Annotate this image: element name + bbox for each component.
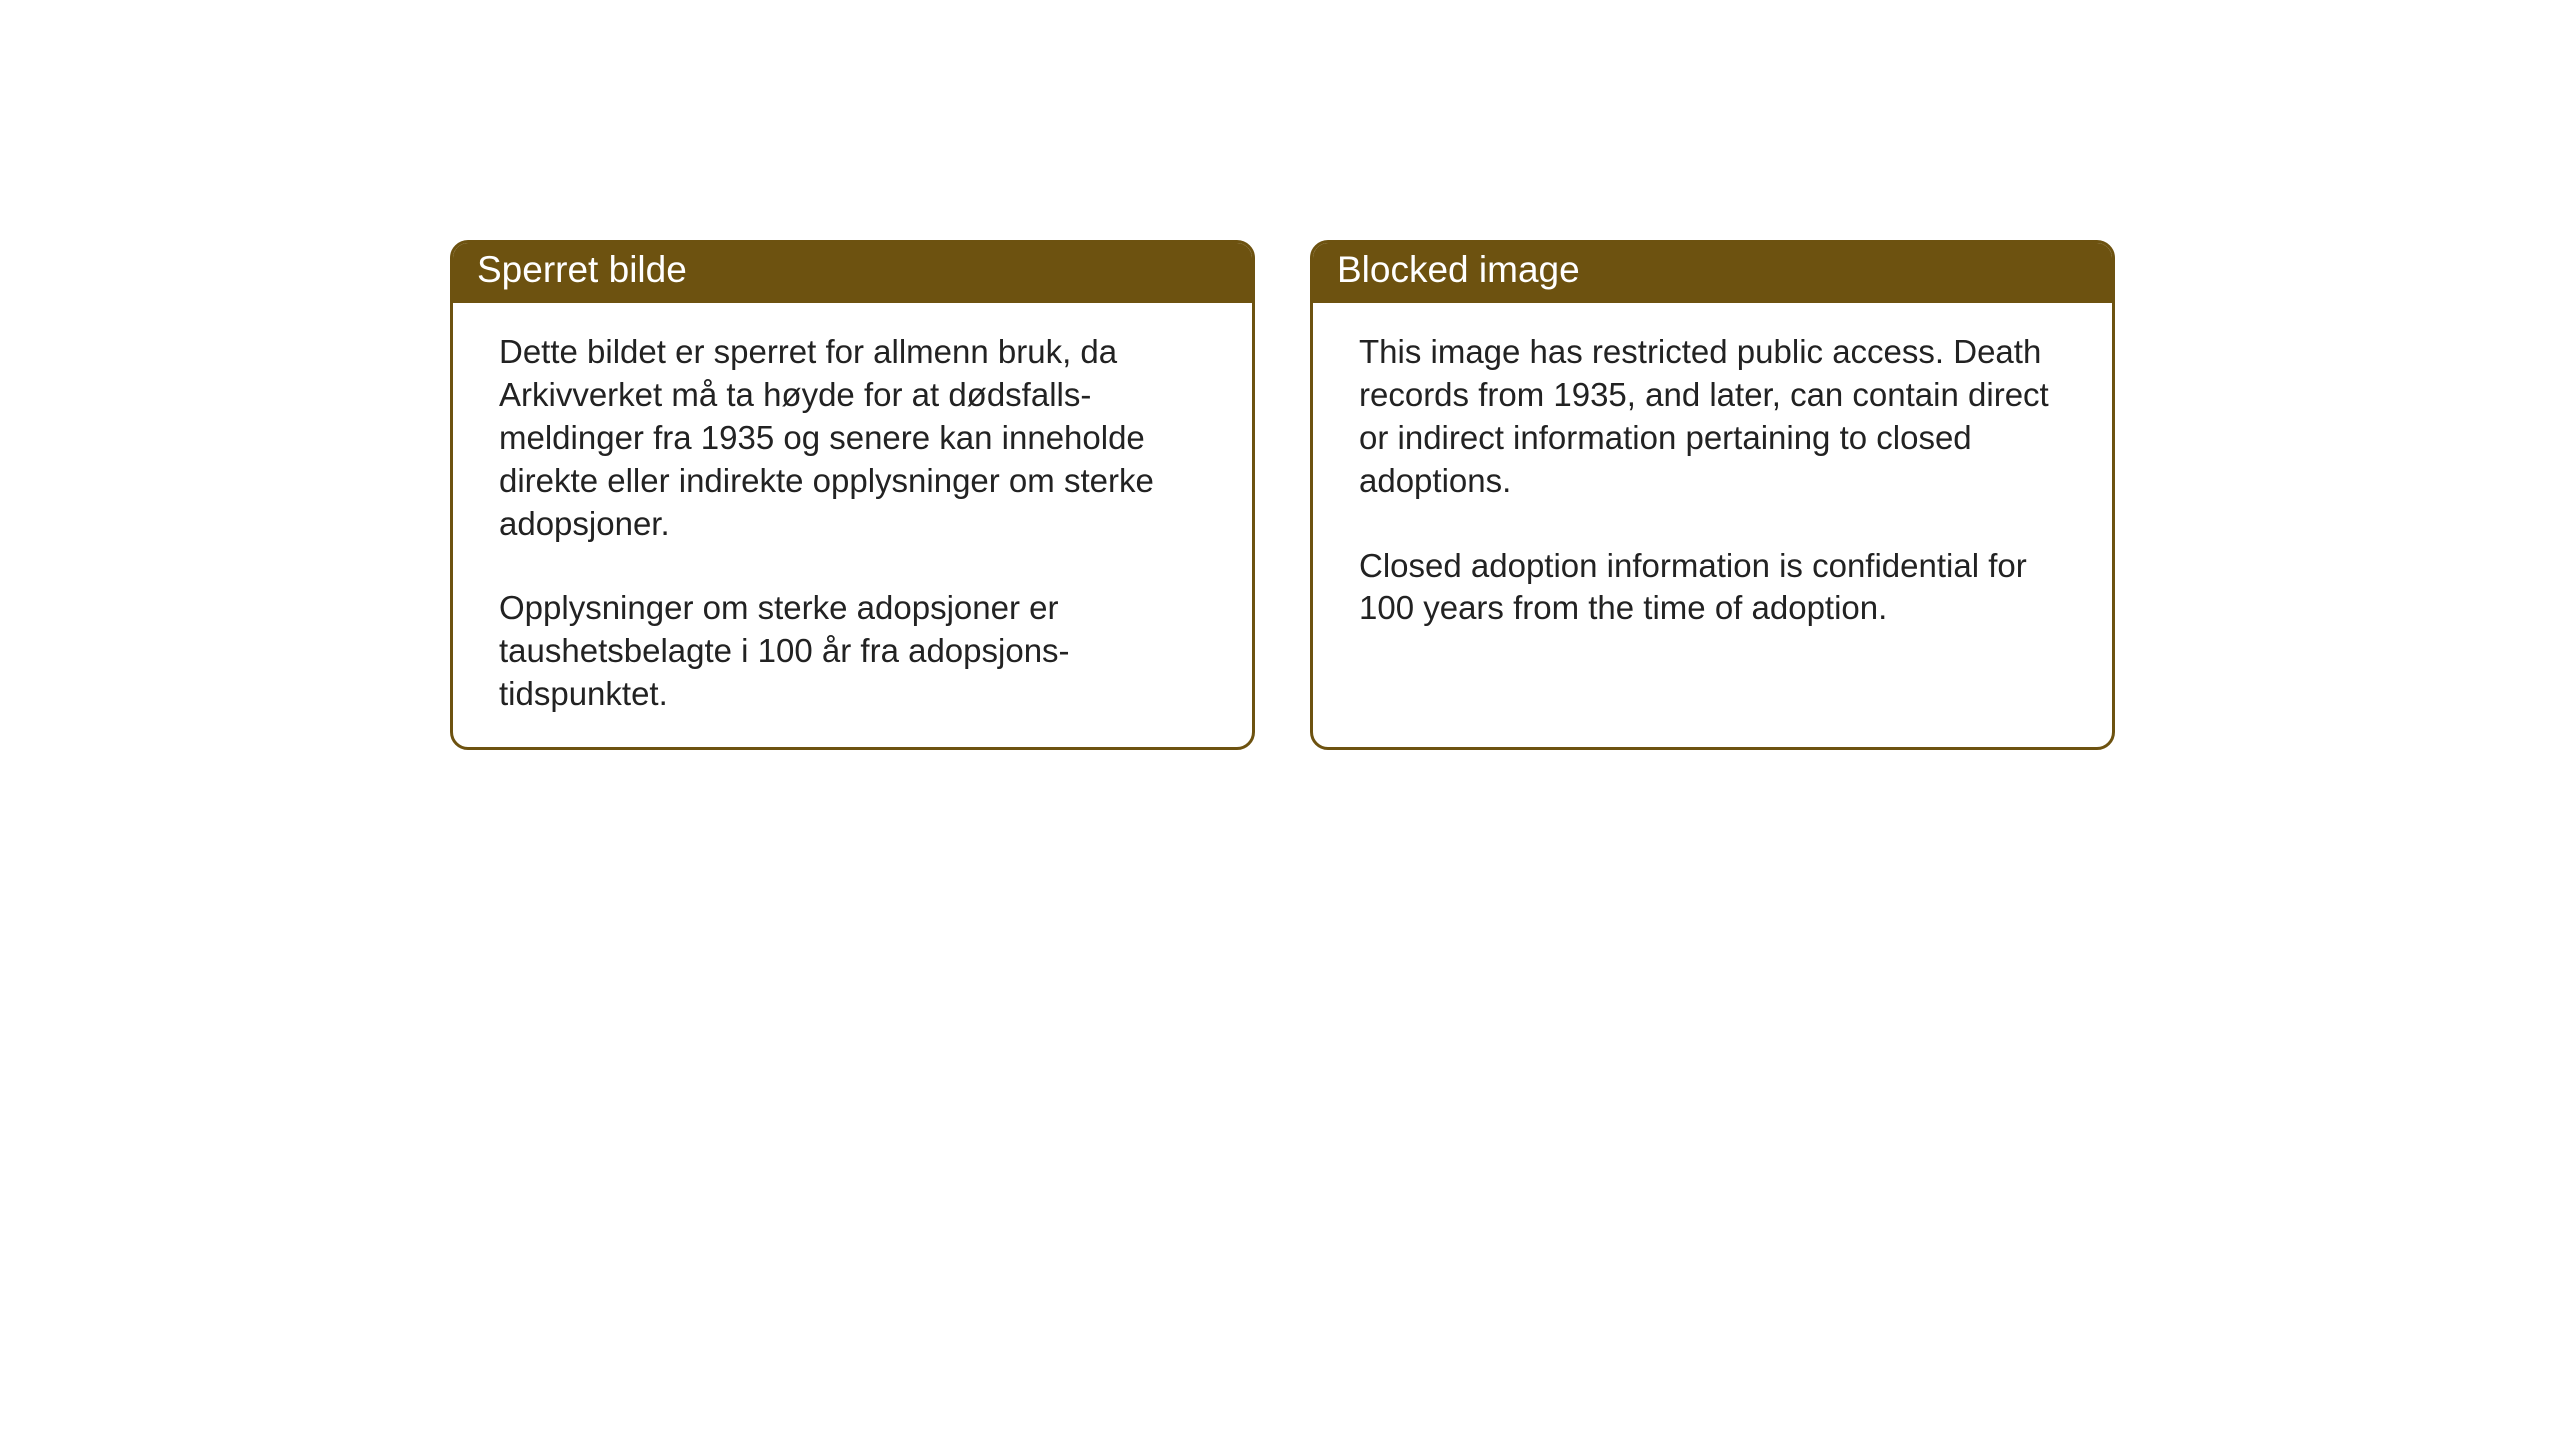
card-body-norwegian: Dette bildet er sperret for allmenn bruk… (453, 303, 1252, 750)
card-header-norwegian: Sperret bilde (453, 243, 1252, 303)
blocked-image-card-norwegian: Sperret bilde Dette bildet er sperret fo… (450, 240, 1255, 750)
card-paragraph-2-english: Closed adoption information is confident… (1359, 545, 2072, 631)
blocked-image-card-english: Blocked image This image has restricted … (1310, 240, 2115, 750)
card-body-english: This image has restricted public access.… (1313, 303, 2112, 666)
card-paragraph-1-norwegian: Dette bildet er sperret for allmenn bruk… (499, 331, 1212, 545)
card-paragraph-1-english: This image has restricted public access.… (1359, 331, 2072, 503)
card-header-english: Blocked image (1313, 243, 2112, 303)
card-paragraph-2-norwegian: Opplysninger om sterke adopsjoner er tau… (499, 587, 1212, 716)
message-cards-container: Sperret bilde Dette bildet er sperret fo… (450, 240, 2115, 750)
